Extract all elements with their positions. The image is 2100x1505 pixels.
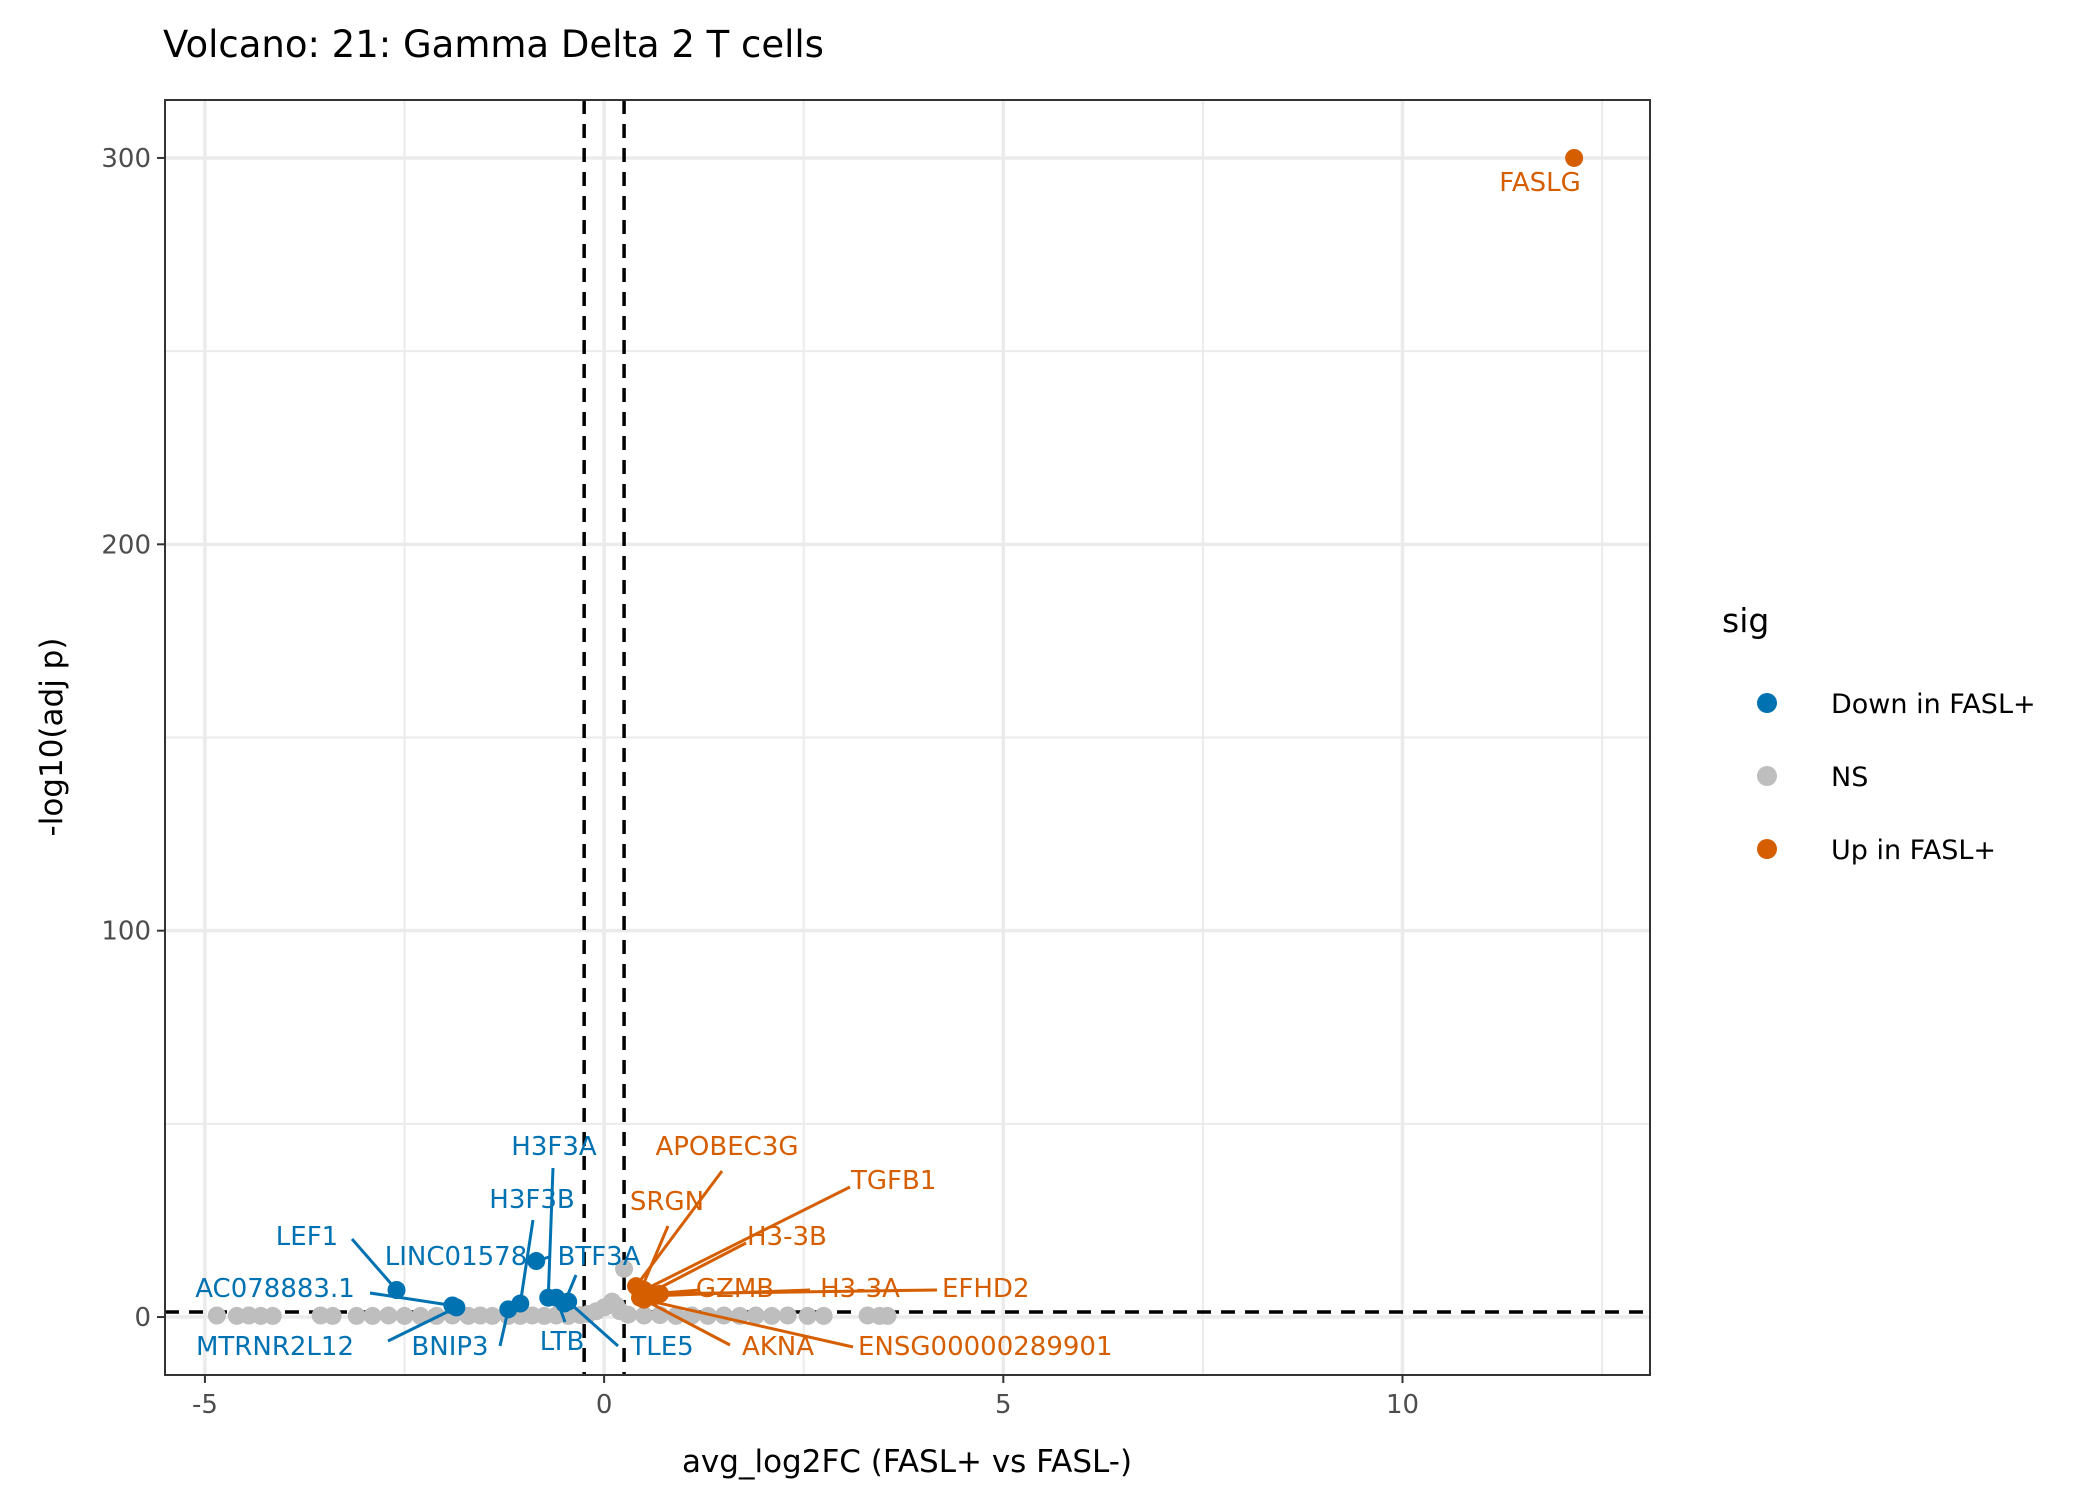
legend-label: Down in FASL+ bbox=[1831, 689, 2036, 720]
label-connector bbox=[369, 1291, 453, 1307]
data-point bbox=[635, 1290, 654, 1309]
gene-label: LTB bbox=[540, 1327, 585, 1357]
label-connector bbox=[387, 1306, 458, 1343]
legend-label: Up in FASL+ bbox=[1831, 835, 1996, 866]
data-point bbox=[746, 1306, 765, 1325]
x-tick-label: 10 bbox=[1386, 1390, 1419, 1420]
gene-label: SRGN bbox=[630, 1187, 704, 1217]
gene-label: EFHD2 bbox=[942, 1274, 1030, 1304]
gene-label: LINC01578 bbox=[385, 1242, 527, 1272]
legend-key-marker bbox=[1757, 693, 1777, 713]
gene-label: H3F3B bbox=[489, 1185, 574, 1215]
data-point bbox=[511, 1294, 530, 1313]
data-point bbox=[395, 1306, 414, 1325]
label-connector bbox=[643, 1185, 851, 1292]
label-connector bbox=[350, 1238, 398, 1291]
data-point bbox=[447, 1298, 466, 1317]
gene-label: BNIP3 bbox=[411, 1332, 488, 1362]
label-connector bbox=[546, 1167, 555, 1298]
label-connector bbox=[643, 1298, 854, 1349]
gene-label: LEF1 bbox=[276, 1222, 338, 1252]
label-segments bbox=[350, 1167, 938, 1349]
legend-items: Down in FASL+ NS Up in FASL+ bbox=[1757, 689, 2036, 866]
data-point bbox=[363, 1306, 382, 1325]
data-point bbox=[379, 1306, 398, 1325]
gene-label: TGFB1 bbox=[850, 1166, 936, 1196]
legend-title: sig bbox=[1722, 601, 1769, 640]
data-point bbox=[1565, 148, 1584, 167]
y-axis-title: -log10(adj p) bbox=[34, 638, 70, 837]
gene-label: AC078883.1 bbox=[195, 1274, 355, 1304]
data-point bbox=[798, 1306, 817, 1325]
data-point bbox=[323, 1306, 342, 1325]
gene-label: MTRNR2L12 bbox=[196, 1332, 354, 1362]
x-axis-title: avg_log2FC (FASL+ vs FASL-) bbox=[682, 1444, 1132, 1480]
legend-label: NS bbox=[1831, 762, 1868, 793]
data-point bbox=[762, 1306, 781, 1325]
data-point bbox=[555, 1294, 574, 1313]
gene-label: BTF3A bbox=[557, 1242, 640, 1272]
data-point bbox=[778, 1306, 797, 1325]
label-connector bbox=[659, 1288, 938, 1296]
data-point bbox=[263, 1306, 282, 1325]
data-point bbox=[698, 1306, 717, 1325]
y-tick-label: 100 bbox=[101, 917, 151, 947]
gene-label: H3F3A bbox=[511, 1132, 597, 1162]
data-point bbox=[347, 1306, 366, 1325]
gene-label: H3-3B bbox=[747, 1222, 827, 1252]
significant-points bbox=[387, 148, 1584, 1319]
y-tick-label: 0 bbox=[134, 1303, 151, 1333]
x-tick-label: 5 bbox=[995, 1390, 1012, 1420]
legend-key-marker bbox=[1757, 766, 1777, 786]
label-connector bbox=[647, 1241, 747, 1296]
gene-label: TLE5 bbox=[629, 1332, 693, 1362]
gene-label: APOBEC3G bbox=[655, 1132, 798, 1162]
label-connector bbox=[518, 1219, 535, 1304]
chart-title: Volcano: 21: Gamma Delta 2 T cells bbox=[163, 23, 824, 66]
gene-label: FASLG bbox=[1499, 168, 1581, 198]
y-tick-label: 300 bbox=[101, 144, 151, 174]
data-point bbox=[527, 1252, 546, 1271]
y-tick-label: 200 bbox=[101, 530, 151, 560]
data-point bbox=[387, 1281, 406, 1299]
ns-points bbox=[207, 1259, 897, 1325]
x-tick-label: -5 bbox=[192, 1390, 218, 1420]
gene-labels: FASLG APOBEC3G TGFB1 SRGN H3-3B GZMB H3-3A EFHD… bbox=[195, 168, 1581, 1362]
label-connector bbox=[567, 1300, 619, 1348]
data-point bbox=[483, 1306, 502, 1325]
gene-label: H3-3A bbox=[820, 1274, 900, 1304]
data-point bbox=[411, 1306, 430, 1325]
legend: sig Down in FASL+ NS Up in FASL+ bbox=[1722, 601, 2036, 866]
data-point bbox=[619, 1305, 638, 1324]
data-point bbox=[878, 1306, 897, 1325]
panel-border bbox=[164, 99, 1651, 1376]
data-point bbox=[635, 1306, 654, 1325]
gene-label: AKNA bbox=[742, 1332, 814, 1362]
label-connector bbox=[638, 1225, 670, 1293]
data-point bbox=[814, 1306, 833, 1325]
data-point bbox=[615, 1259, 634, 1278]
grid-layer bbox=[165, 100, 1650, 1375]
x-tick-label: 0 bbox=[596, 1390, 613, 1420]
gene-label: ENSG00000289901 bbox=[858, 1332, 1113, 1362]
legend-key-marker bbox=[1757, 839, 1777, 859]
gene-label: GZMB bbox=[696, 1274, 774, 1304]
data-point bbox=[207, 1306, 226, 1325]
label-connector bbox=[639, 1296, 731, 1347]
data-point bbox=[651, 1284, 669, 1303]
